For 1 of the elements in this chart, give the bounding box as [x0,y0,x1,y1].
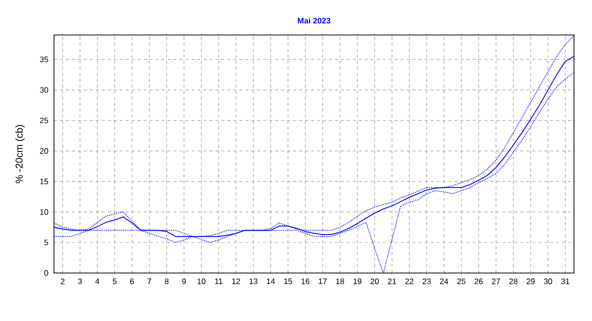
y-axis-title: % -20cm (cb) [15,125,25,184]
